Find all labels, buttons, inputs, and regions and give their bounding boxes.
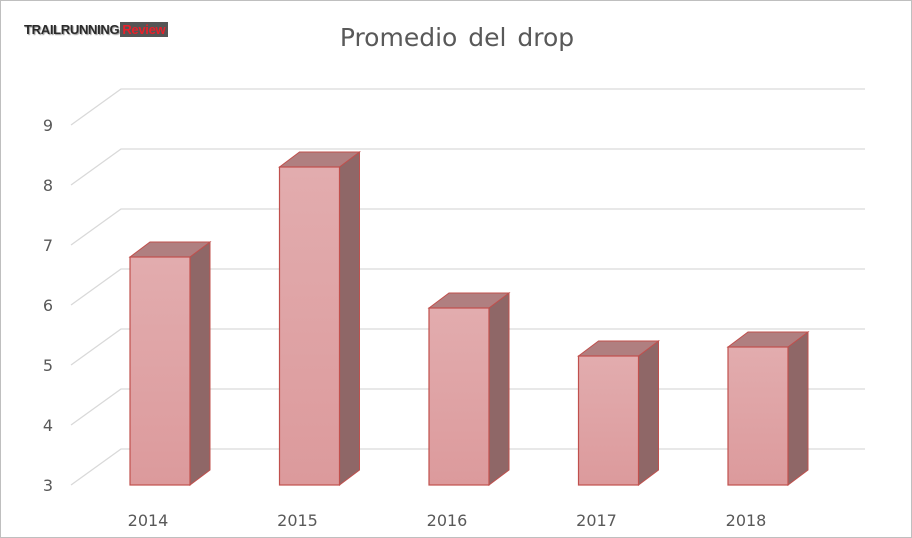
x-tick-label: 2017: [576, 511, 617, 530]
y-tick-label: 7: [43, 236, 53, 255]
x-axis-ticks: 2014 2015 2016 2017 2018: [128, 511, 767, 530]
logo-text-review: Review: [120, 22, 169, 37]
y-tick-label: 6: [43, 296, 53, 315]
x-tick-label: 2016: [427, 511, 468, 530]
y-tick-label: 5: [43, 356, 53, 375]
trailrunning-review-logo: TRAILRUNNING Review: [23, 21, 169, 38]
x-tick-label: 2018: [726, 511, 767, 530]
gridline: [70, 268, 865, 306]
logo-text-trailrunning: TRAILRUNNING: [23, 22, 121, 37]
gridline: [70, 148, 865, 186]
bar-2014: [128, 241, 212, 486]
bar-2016: [427, 292, 511, 486]
gridline: [70, 208, 865, 246]
bars: [128, 151, 810, 486]
y-tick-label: 8: [43, 176, 53, 195]
x-tick-label: 2014: [128, 511, 169, 530]
gridline: [70, 328, 865, 366]
bar-2018: [726, 331, 810, 486]
x-tick-label: 2015: [277, 511, 318, 530]
gridlines: [70, 88, 865, 486]
gridline: [70, 88, 865, 126]
y-tick-label: 4: [43, 416, 53, 435]
bar-2015: [278, 151, 361, 486]
y-axis-ticks: 3 4 5 6 7 8 9: [43, 116, 53, 495]
y-tick-label: 9: [43, 116, 53, 135]
y-tick-label: 3: [43, 476, 53, 495]
bar-2017: [577, 340, 660, 486]
chart-title: Promedio del drop: [339, 23, 575, 52]
